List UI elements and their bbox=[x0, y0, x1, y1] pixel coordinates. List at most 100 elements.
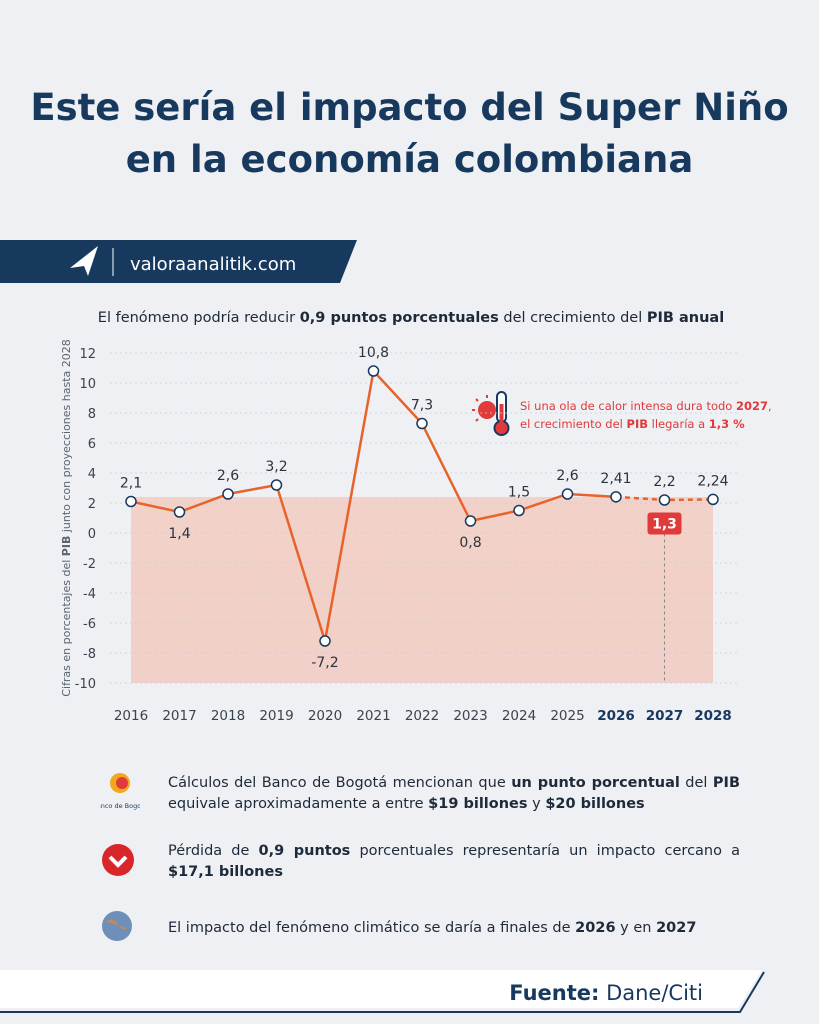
title: Este sería el impacto del Super Niño en … bbox=[0, 82, 819, 186]
note-text: El impacto del fenómeno climático se dar… bbox=[168, 918, 696, 939]
data-label: -7,2 bbox=[311, 655, 338, 671]
data-label: 2,24 bbox=[697, 473, 728, 489]
x-tick-label: 2023 bbox=[453, 708, 487, 724]
data-point bbox=[125, 495, 137, 508]
text-part: Cifras en porcentajes del bbox=[60, 556, 73, 697]
y-axis-label: Cifras en porcentajes del PIB junto con … bbox=[60, 339, 73, 696]
shade bbox=[131, 497, 713, 683]
text-part: un punto porcentual bbox=[511, 775, 680, 791]
text-part: porcentuales representaría un impacto ce… bbox=[350, 843, 740, 859]
x-tick-label: 2025 bbox=[550, 708, 584, 724]
text-part: 0,9 puntos porcentuales bbox=[300, 310, 499, 326]
text-part: del bbox=[679, 775, 713, 791]
note: El impacto del fenómeno climático se dar… bbox=[100, 906, 740, 950]
y-tick-label: 8 bbox=[88, 407, 96, 422]
brand-logo bbox=[70, 246, 98, 276]
text-part: el crecimiento del bbox=[520, 417, 627, 431]
text-part: Dane/Citi bbox=[599, 981, 703, 1005]
data-point bbox=[707, 493, 719, 506]
text-part: llegaría a bbox=[648, 417, 709, 431]
scenario-label: 1,3 bbox=[652, 517, 677, 533]
y-tick-label: 0 bbox=[88, 527, 96, 542]
data-label: 7,3 bbox=[411, 398, 433, 414]
text-part: equivale aproximadamente a entre bbox=[168, 796, 429, 812]
x-tick-label: 2021 bbox=[356, 708, 390, 724]
text-part: PIB bbox=[627, 417, 648, 431]
text-part: PIB anual bbox=[647, 310, 724, 326]
note: Banco de Bogotá Cálculos del Banco de Bog… bbox=[92, 770, 740, 818]
text-part: $20 billones bbox=[545, 796, 645, 812]
data-label: 3,2 bbox=[265, 459, 287, 475]
text-part: Fuente: bbox=[509, 981, 599, 1005]
data-point bbox=[464, 515, 477, 527]
subtitle: El fenómeno podría reducir 0,9 puntos po… bbox=[98, 310, 724, 326]
data-label: 2,41 bbox=[600, 471, 631, 487]
x-tick-label: 2019 bbox=[259, 708, 293, 724]
y-tick-label: -10 bbox=[75, 677, 96, 692]
note-icon bbox=[100, 906, 168, 950]
y-tick-label: 4 bbox=[88, 467, 96, 482]
text-part: y en bbox=[615, 919, 657, 936]
text-part: y bbox=[527, 796, 546, 812]
note-icon: Banco de Bogotá bbox=[92, 770, 168, 818]
notes: Banco de Bogotá Cálculos del Banco de Bog… bbox=[92, 770, 740, 972]
y-tick-label: -6 bbox=[83, 617, 96, 632]
note-text: Pérdida de 0,9 puntos porcentuales repre… bbox=[168, 841, 740, 883]
data-label: 0,8 bbox=[459, 535, 481, 551]
y-tick-label: 2 bbox=[88, 497, 96, 512]
text-part: El fenómeno podría reducir bbox=[98, 310, 300, 326]
text-part: $17,1 billones bbox=[168, 864, 283, 880]
data-label: 1,4 bbox=[168, 526, 190, 542]
text-part: $19 billones bbox=[428, 796, 528, 812]
note: Pérdida de 0,9 puntos porcentuales repre… bbox=[100, 840, 740, 884]
annotation: Si una ola de calor intensa dura todo 20… bbox=[520, 399, 772, 413]
text-part: PIB bbox=[60, 536, 73, 557]
text-part: 2026 bbox=[575, 919, 616, 936]
text-part: del crecimiento del bbox=[499, 310, 647, 326]
source: Fuente: Dane/Citi bbox=[509, 981, 703, 1005]
x-tick-label: 2022 bbox=[405, 708, 439, 724]
x-tick-label: 2018 bbox=[211, 708, 245, 724]
source-outline bbox=[0, 971, 765, 1013]
y-tick-label: -4 bbox=[83, 587, 96, 602]
text-part: Pérdida de bbox=[168, 843, 259, 859]
y-tick-label: 6 bbox=[88, 437, 96, 452]
x-tick-label: 2028 bbox=[694, 708, 732, 724]
scenario-marker bbox=[647, 512, 682, 535]
data-label: 1,5 bbox=[508, 485, 530, 501]
brand: valoraanalitik.com bbox=[130, 254, 296, 275]
text-part: 1,3 % bbox=[709, 417, 745, 431]
text-part: 0,9 puntos bbox=[258, 843, 351, 859]
title-line: en la economía colombiana bbox=[125, 138, 694, 181]
text-part: , bbox=[768, 399, 772, 413]
data-point bbox=[319, 635, 331, 647]
x-tick-label: 2017 bbox=[162, 708, 196, 724]
icons bbox=[472, 391, 510, 436]
y-tick-label: -8 bbox=[83, 647, 96, 662]
annotation: el crecimiento del PIB llegaría a 1,3 % bbox=[520, 417, 745, 431]
data-label: 2,6 bbox=[217, 468, 239, 484]
data-point bbox=[416, 417, 428, 430]
data-point bbox=[658, 494, 671, 506]
source-band bbox=[0, 970, 762, 1008]
y-tick-label: -2 bbox=[83, 557, 96, 572]
data-point bbox=[561, 488, 574, 500]
note-icon bbox=[100, 840, 168, 884]
y-tick-label: 12 bbox=[79, 347, 96, 362]
text-part: El impacto del fenómeno climático se dar… bbox=[168, 919, 576, 936]
text-part: junto con proyecciones hasta 2028 bbox=[60, 339, 73, 535]
x-tick-label: 2020 bbox=[308, 708, 342, 724]
data-point bbox=[222, 488, 234, 500]
text-part: 2027 bbox=[656, 919, 697, 936]
data-label: 2,6 bbox=[556, 468, 578, 484]
title-line: Este sería el impacto del Super Niño bbox=[30, 86, 789, 129]
data-label: 2,1 bbox=[120, 476, 142, 492]
text-part: Si una ola de calor intensa dura todo bbox=[520, 399, 736, 413]
data-point bbox=[367, 365, 380, 377]
bank-logo: Banco de Bogotá bbox=[100, 802, 140, 810]
thermometer-icon bbox=[472, 391, 510, 436]
x-tick-label: 2024 bbox=[502, 708, 536, 724]
data-point bbox=[610, 491, 622, 503]
